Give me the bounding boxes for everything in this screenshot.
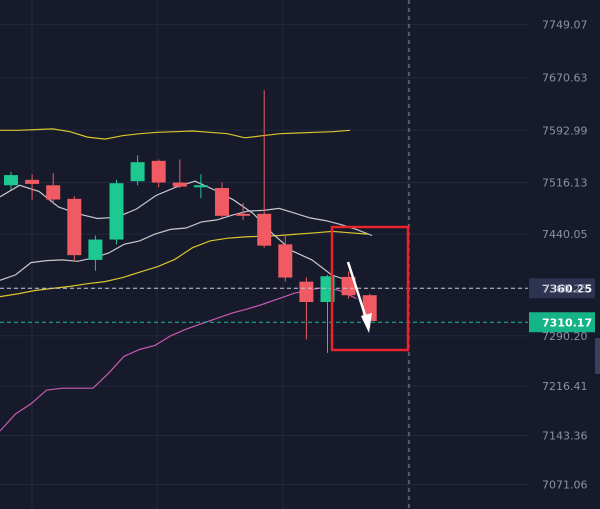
grid-lines: [0, 0, 528, 509]
indicator-line-0: [0, 128, 351, 140]
candle-11: [236, 202, 251, 220]
indicator-line-2: [0, 230, 368, 298]
candle-4: [88, 235, 103, 271]
candle-7: [151, 159, 166, 188]
candle-13: [278, 234, 293, 282]
crosshair-handle[interactable]: [595, 338, 600, 374]
candle-body: [193, 185, 208, 188]
candle-0: [4, 171, 18, 191]
price-tick-label: 7143.36: [542, 429, 588, 442]
candle-2: [46, 173, 61, 205]
candle-5: [109, 179, 124, 245]
candle-16: [341, 271, 356, 299]
price-axis: 7749.07 7670.63 7592.99 7516.13 7440.05 7360.…: [542, 18, 588, 491]
price-tick-label: 7592.99: [542, 124, 588, 137]
indicator-line-4: [0, 286, 357, 432]
price-badge-label: 7310.17: [542, 316, 592, 329]
annotation-arrow-shaft: [346, 261, 368, 319]
candle-body: [4, 175, 18, 186]
candle-body: [67, 198, 82, 256]
candle-body: [109, 183, 124, 240]
price-badge-label: 7360.25: [542, 282, 592, 295]
candle-3: [67, 196, 82, 262]
price-tick-label: 7071.06: [542, 479, 588, 492]
candle-body: [257, 213, 272, 246]
candle-body: [299, 281, 314, 303]
candle-12: [257, 90, 272, 248]
indicator-line-3: [0, 180, 352, 283]
candle-9: [193, 174, 208, 199]
candle-body: [236, 213, 251, 216]
price-lines: 7360.25 7310.17: [0, 278, 595, 333]
indicator-line-1: [0, 207, 373, 281]
candle-body: [215, 187, 229, 216]
candle-body: [88, 239, 103, 260]
price-tick-label: 7749.07: [542, 18, 588, 31]
price-tick-label: 7440.05: [542, 228, 588, 241]
candle-6: [130, 155, 145, 186]
candle-body: [25, 179, 40, 184]
candle-body: [278, 244, 293, 278]
price-tick-label: 7360.25: [542, 282, 588, 295]
candle-10: [215, 182, 229, 218]
candle-body: [130, 162, 145, 182]
price-tick-label: 7290.20: [542, 330, 588, 343]
candle-14: [299, 277, 314, 340]
indicator-lines: [0, 128, 373, 432]
annotation-arrow-head: [361, 313, 372, 333]
candle-body: [172, 182, 187, 187]
price-badge-1: [529, 312, 595, 333]
annotation: [330, 225, 410, 352]
price-tick-label: 7670.63: [542, 72, 588, 85]
candle-1: [25, 174, 40, 201]
candle-body: [46, 185, 61, 200]
candle-body: [341, 276, 356, 296]
candle-8: [172, 159, 187, 188]
price-tick-label: 7516.13: [542, 176, 588, 189]
candle-body: [151, 160, 166, 183]
price-badge-0: [529, 278, 595, 299]
annotation-box: [330, 225, 410, 352]
price-tick-label: 7216.41: [542, 380, 588, 393]
